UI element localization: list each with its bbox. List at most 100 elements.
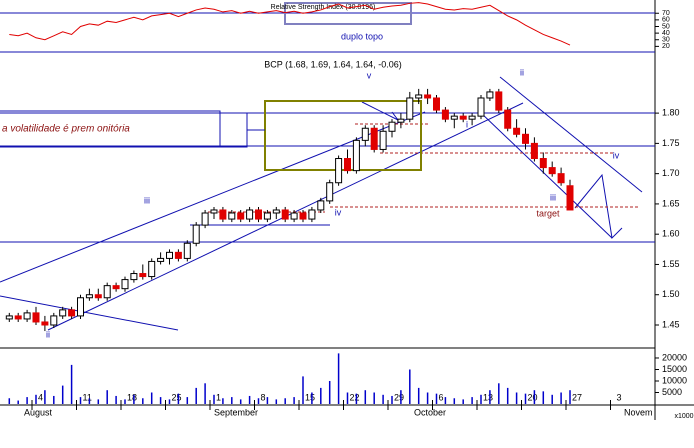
rsi-line [9, 2, 571, 46]
wave-label: iii [550, 192, 556, 202]
volume-bar [560, 392, 562, 404]
x-tick-label: 3 [617, 392, 622, 402]
candle-body [299, 212, 307, 220]
volume-bar [453, 398, 456, 404]
volume-bar [400, 390, 402, 404]
volume-bar [320, 387, 322, 404]
note: a volatilidade é prem onitória [2, 124, 130, 135]
volume-bar [168, 399, 171, 404]
candle-body [495, 91, 503, 111]
candle-body [59, 309, 67, 317]
volume-bar [70, 364, 73, 404]
volume-bar [426, 392, 429, 404]
volume-bar [17, 400, 19, 404]
volume-bar [409, 369, 411, 404]
y-tick-label: 40 [662, 30, 670, 37]
volume-bar [311, 392, 313, 404]
month-label: August [24, 407, 53, 417]
volume-bar [266, 397, 269, 404]
volume-bar [480, 394, 482, 404]
month-label: October [414, 407, 446, 417]
candle-body [388, 121, 396, 132]
y-tick-label: 1.50 [662, 289, 680, 299]
volume-bar [35, 394, 37, 404]
volume-bar [79, 397, 82, 404]
candle-body [290, 212, 298, 220]
candle-body [237, 212, 245, 220]
y-tick-label: 1.70 [662, 168, 680, 178]
wave-label: ii [46, 329, 50, 339]
candle-body [5, 315, 13, 320]
wave-label: iv [613, 150, 620, 160]
volume-bar [26, 397, 28, 404]
candle-body [50, 315, 58, 326]
y-tick-label: 1.45 [662, 319, 680, 329]
volume-bar [569, 390, 571, 404]
annotation: duplo topo [341, 31, 383, 41]
candle-body [112, 285, 120, 290]
volume-bar [97, 399, 100, 404]
volume-bar [391, 395, 393, 404]
highlight-box [264, 100, 422, 171]
candle-body [468, 115, 476, 120]
candle-body [77, 297, 84, 317]
candle-body [121, 279, 129, 290]
volume-bar [257, 398, 260, 404]
candle-body [14, 315, 22, 320]
candle-body [255, 209, 262, 220]
candle-body [522, 133, 529, 144]
volume-bar [364, 390, 367, 404]
volume-bar [195, 387, 197, 404]
candle-body [361, 127, 369, 141]
y-tick-label: 20000 [662, 352, 687, 362]
candle-body [157, 257, 165, 262]
candle-body [68, 309, 76, 317]
x-tick-label: 18 [127, 392, 137, 402]
candle-body [450, 115, 458, 120]
x-tick-label: 1 [216, 392, 221, 402]
rsi-box [284, 2, 412, 25]
y-tick-label: 1.65 [662, 198, 680, 208]
x-tick-label: 15 [305, 392, 315, 402]
candle-body [210, 209, 218, 214]
candle-body [566, 185, 574, 211]
y-tick-label: 50 [662, 23, 670, 30]
volume-bar [88, 398, 91, 404]
volume-bar [222, 398, 224, 404]
rsi-title: Relative Strength Index (30.8196) [271, 4, 376, 11]
volume-bar [186, 397, 189, 404]
candle-body [94, 294, 102, 299]
y-tick-label: 1.75 [662, 138, 680, 148]
wave-label: v [367, 70, 372, 80]
volume-bar [435, 393, 438, 404]
candle-body [183, 242, 191, 259]
candle-body [344, 158, 351, 172]
candle-body [317, 200, 325, 211]
candle-body [32, 312, 40, 323]
candle-body [219, 209, 227, 220]
volume-bar [231, 397, 233, 404]
volume-bar [293, 397, 295, 404]
volume-bar [328, 380, 331, 404]
volume-bar [142, 398, 144, 404]
x-tick-label: 20 [528, 392, 538, 402]
candle-body [397, 118, 405, 123]
volume-bar [159, 397, 162, 404]
candle-body [85, 294, 93, 299]
month-label: September [214, 407, 258, 417]
volume-bar [239, 399, 242, 404]
volume-bar [150, 392, 153, 404]
price-title: BCP (1.68, 1.69, 1.64, 1.64, -0.06) [264, 59, 401, 69]
y-tick-label: 10000 [662, 375, 687, 385]
y-tick-label: 70 [662, 10, 670, 17]
x-tick-label: 4 [38, 392, 43, 402]
volume-bar [44, 390, 46, 404]
y-tick-label: 1.80 [662, 107, 680, 117]
wave-label: i [466, 119, 468, 129]
candle-body [352, 139, 360, 172]
volume-bar [337, 353, 340, 404]
candle-body [370, 127, 378, 150]
candle-body [308, 209, 316, 220]
x-tick-label: 13 [483, 392, 493, 402]
